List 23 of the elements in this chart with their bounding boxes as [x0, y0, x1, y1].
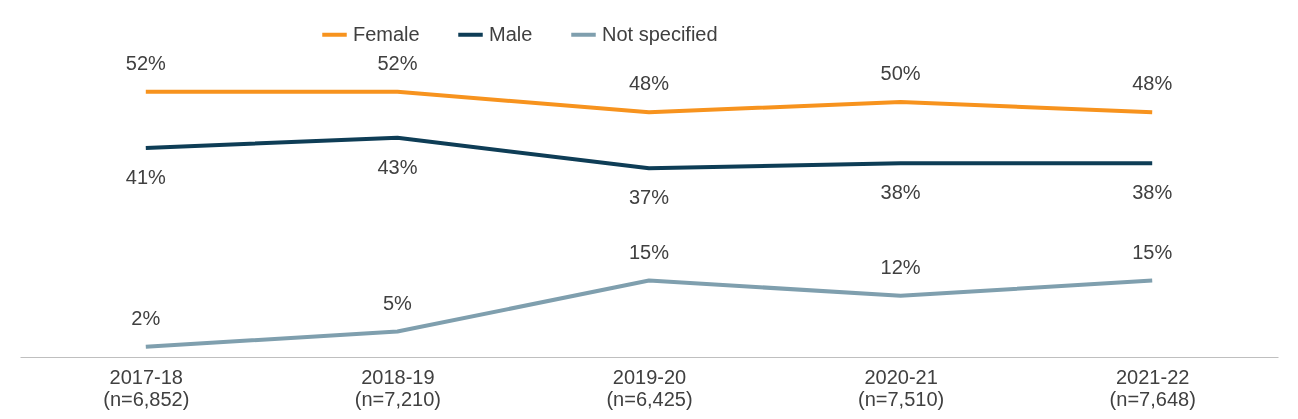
data-label: 15%: [628, 240, 670, 263]
x-tick-label: 2019-20 (n=6,425): [606, 365, 693, 410]
legend-label: Not specified: [602, 22, 718, 45]
data-label: 5%: [382, 291, 413, 314]
x-tick-label: 2021-22 (n=7,648): [1109, 365, 1196, 410]
legend-label: Male: [489, 22, 533, 45]
data-label: 12%: [880, 255, 921, 278]
data-label: 43%: [377, 155, 418, 178]
data-label: 48%: [628, 72, 670, 95]
data-label: 38%: [1132, 181, 1173, 204]
x-tick-label: 2020-21 (n=7,510): [858, 365, 945, 410]
x-tick-label: 2018-19 (n=7,210): [354, 365, 441, 410]
data-label: 50%: [880, 62, 921, 85]
data-label: 15%: [1132, 240, 1173, 263]
legend-label: Female: [353, 22, 420, 45]
x-tick-label: 2017-18 (n=6,852): [103, 365, 190, 410]
data-label: 52%: [377, 51, 418, 74]
data-label: 48%: [1132, 72, 1173, 95]
data-label: 41%: [125, 165, 167, 188]
data-label: 37%: [628, 186, 670, 209]
data-label: 38%: [880, 181, 921, 204]
data-label: 2%: [131, 306, 161, 329]
data-label: 52%: [125, 51, 167, 74]
